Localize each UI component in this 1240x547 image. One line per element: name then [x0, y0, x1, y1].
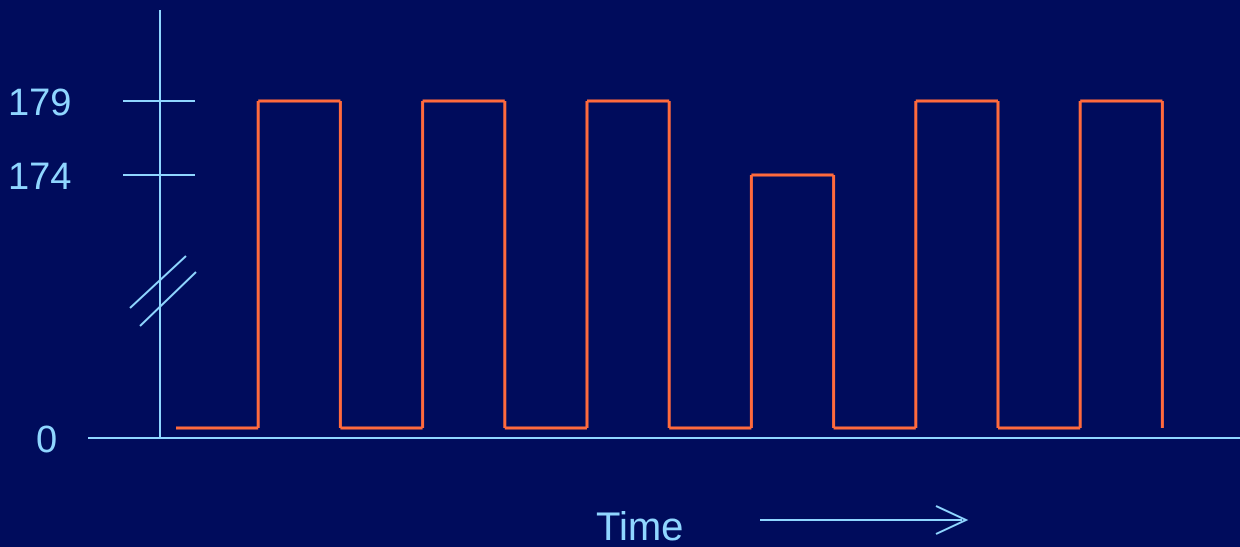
axis-break-mark	[129, 255, 187, 309]
y-tick-label: 0	[36, 419, 57, 461]
x-axis-label: Time	[596, 505, 683, 547]
axis-break-mark	[139, 271, 197, 327]
time-arrow-icon	[760, 505, 969, 535]
y-tick-label: 174	[8, 156, 71, 198]
signal-series	[176, 99, 1164, 430]
y-tick-label: 179	[8, 82, 71, 124]
